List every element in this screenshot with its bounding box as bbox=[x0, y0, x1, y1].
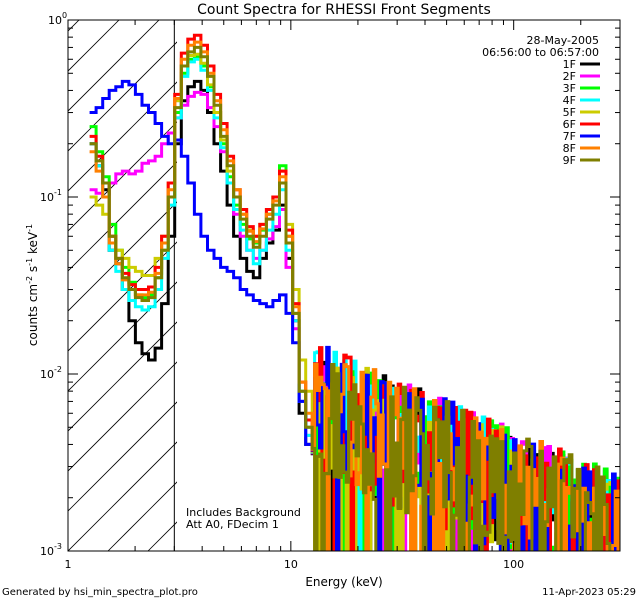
series-line-9f bbox=[89, 45, 612, 551]
series-line-7f bbox=[89, 79, 620, 551]
y-tick-label: 10-1 bbox=[40, 188, 62, 204]
legend-label-8f: 8F bbox=[563, 142, 576, 155]
y-tick-labels: 100 10-1 10-2 10-3 bbox=[40, 11, 67, 558]
y-tick-label: 10-2 bbox=[40, 365, 62, 381]
legend-label-9f: 9F bbox=[563, 154, 576, 167]
hatch-line bbox=[68, 361, 177, 472]
hatch-line bbox=[68, 20, 120, 72]
hatch-line bbox=[68, 201, 177, 312]
y-tick-label: 10-3 bbox=[40, 542, 62, 558]
annotation-attenuator: Att A0, FDecim 1 bbox=[186, 518, 279, 531]
chart-title: Count Spectra for RHESSI Front Segments bbox=[197, 2, 491, 18]
legend-label-5f: 5F bbox=[563, 106, 576, 119]
legend-label-6f: 6F bbox=[563, 118, 576, 131]
hatch-line bbox=[68, 41, 177, 152]
x-axis-label: Energy (keV) bbox=[305, 575, 382, 589]
time-range-label: 06:56:00 to 06:57:00 bbox=[482, 46, 599, 59]
date-label: 28-May-2005 bbox=[527, 34, 599, 47]
hatch-line bbox=[68, 20, 160, 112]
legend-label-3f: 3F bbox=[563, 82, 576, 95]
plot-frame bbox=[67, 19, 621, 552]
footer-timestamp: 11-Apr-2023 05:29 bbox=[542, 587, 636, 598]
footer-generated-by: Generated by hsi_min_spectra_plot.pro bbox=[2, 587, 198, 598]
legend-label-7f: 7F bbox=[563, 130, 576, 143]
hatch-line bbox=[68, 441, 177, 551]
annotation-background: Includes Background bbox=[186, 506, 301, 519]
hatch-line bbox=[68, 161, 177, 272]
hatch-line bbox=[68, 401, 177, 512]
y-tick-label: 100 bbox=[48, 11, 67, 27]
x-tick-label: 1 bbox=[65, 558, 72, 571]
legend-label-4f: 4F bbox=[563, 94, 576, 107]
x-tick-labels: 1 10 100 bbox=[65, 558, 525, 571]
x-tick-label: 10 bbox=[284, 558, 298, 571]
series-layer bbox=[89, 33, 620, 551]
x-tick-label: 100 bbox=[503, 558, 524, 571]
axis-ticks bbox=[67, 19, 621, 552]
legend-label-1f: 1F bbox=[563, 58, 576, 71]
y-axis-label: counts cm-2 s-1 keV-1 bbox=[25, 224, 40, 346]
hatch-line bbox=[0, 0, 108, 551]
legend-label-2f: 2F bbox=[563, 70, 576, 83]
